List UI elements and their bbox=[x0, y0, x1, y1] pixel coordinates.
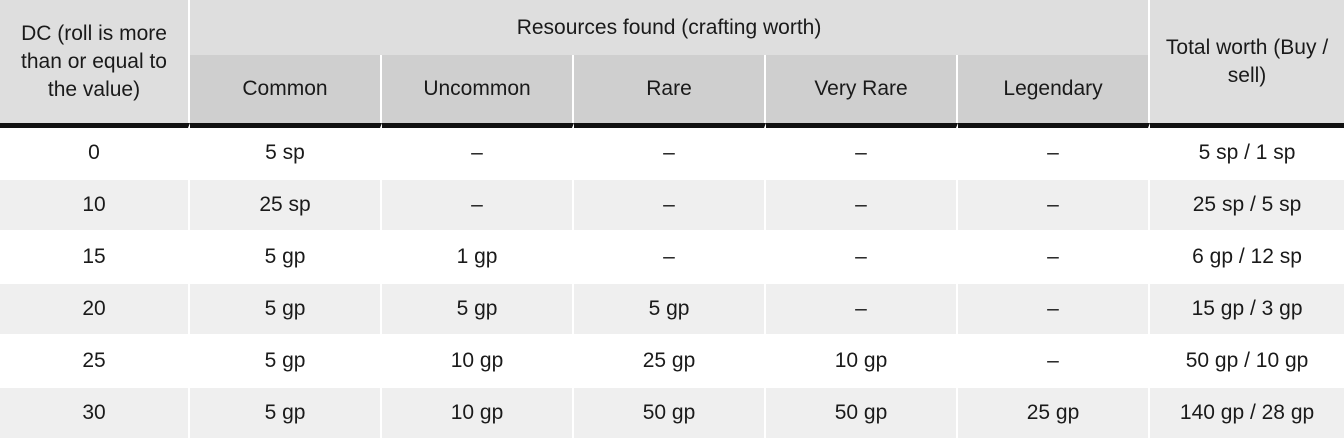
cell-common: 5 gp bbox=[190, 334, 382, 386]
cell-very-rare: 50 gp bbox=[766, 386, 958, 438]
cell-legendary: – bbox=[958, 230, 1151, 282]
cell-common: 5 sp bbox=[190, 123, 382, 178]
cell-total: 5 sp / 1 sp bbox=[1150, 123, 1344, 178]
cell-legendary: 25 gp bbox=[958, 386, 1151, 438]
cell-legendary: – bbox=[958, 334, 1151, 386]
table-header: DC (roll is more than or equal to the va… bbox=[0, 0, 1344, 123]
cell-legendary: – bbox=[958, 123, 1151, 178]
header-common: Common bbox=[190, 55, 382, 123]
cell-uncommon: 10 gp bbox=[382, 386, 574, 438]
cell-rare: – bbox=[574, 123, 766, 178]
cell-common: 5 gp bbox=[190, 282, 382, 334]
cell-legendary: – bbox=[958, 282, 1151, 334]
cell-very-rare: 10 gp bbox=[766, 334, 958, 386]
cell-total: 140 gp / 28 gp bbox=[1150, 386, 1344, 438]
cell-dc: 30 bbox=[0, 386, 190, 438]
cell-dc: 25 bbox=[0, 334, 190, 386]
cell-rare: – bbox=[574, 230, 766, 282]
header-uncommon: Uncommon bbox=[382, 55, 574, 123]
header-total-worth: Total worth (Buy / sell) bbox=[1150, 0, 1344, 123]
table-row: 30 5 gp 10 gp 50 gp 50 gp 25 gp 140 gp /… bbox=[0, 386, 1344, 438]
cell-legendary: – bbox=[958, 178, 1151, 230]
cell-uncommon: 1 gp bbox=[382, 230, 574, 282]
cell-total: 50 gp / 10 gp bbox=[1150, 334, 1344, 386]
cell-common: 5 gp bbox=[190, 386, 382, 438]
cell-common: 5 gp bbox=[190, 230, 382, 282]
cell-rare: 50 gp bbox=[574, 386, 766, 438]
cell-very-rare: – bbox=[766, 123, 958, 178]
cell-total: 25 sp / 5 sp bbox=[1150, 178, 1344, 230]
cell-total: 15 gp / 3 gp bbox=[1150, 282, 1344, 334]
header-rare: Rare bbox=[574, 55, 766, 123]
cell-common: 25 sp bbox=[190, 178, 382, 230]
table-row: 20 5 gp 5 gp 5 gp – – 15 gp / 3 gp bbox=[0, 282, 1344, 334]
header-legendary: Legendary bbox=[958, 55, 1151, 123]
table-row: 10 25 sp – – – – 25 sp / 5 sp bbox=[0, 178, 1344, 230]
cell-rare: 5 gp bbox=[574, 282, 766, 334]
cell-uncommon: 10 gp bbox=[382, 334, 574, 386]
header-dc: DC (roll is more than or equal to the va… bbox=[0, 0, 190, 123]
cell-rare: – bbox=[574, 178, 766, 230]
cell-total: 6 gp / 12 sp bbox=[1150, 230, 1344, 282]
cell-uncommon: – bbox=[382, 123, 574, 178]
header-very-rare: Very Rare bbox=[766, 55, 958, 123]
cell-very-rare: – bbox=[766, 282, 958, 334]
cell-dc: 15 bbox=[0, 230, 190, 282]
cell-dc: 0 bbox=[0, 123, 190, 178]
cell-dc: 10 bbox=[0, 178, 190, 230]
cell-rare: 25 gp bbox=[574, 334, 766, 386]
header-resources-found: Resources found (crafting worth) bbox=[190, 0, 1151, 55]
cell-very-rare: – bbox=[766, 178, 958, 230]
table-row: 0 5 sp – – – – 5 sp / 1 sp bbox=[0, 123, 1344, 178]
cell-uncommon: – bbox=[382, 178, 574, 230]
table-body: 0 5 sp – – – – 5 sp / 1 sp 10 25 sp – – … bbox=[0, 123, 1344, 438]
cell-uncommon: 5 gp bbox=[382, 282, 574, 334]
table-row: 25 5 gp 10 gp 25 gp 10 gp – 50 gp / 10 g… bbox=[0, 334, 1344, 386]
table-row: 15 5 gp 1 gp – – – 6 gp / 12 sp bbox=[0, 230, 1344, 282]
cell-dc: 20 bbox=[0, 282, 190, 334]
cell-very-rare: – bbox=[766, 230, 958, 282]
